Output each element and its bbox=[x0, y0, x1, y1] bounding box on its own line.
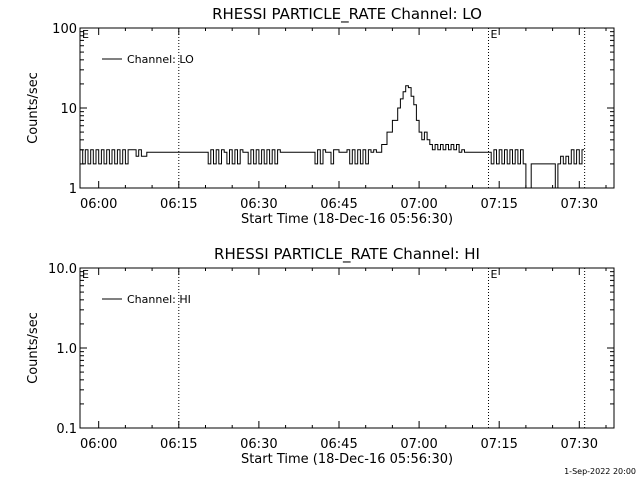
event-marker-label: E bbox=[491, 268, 498, 281]
y-tick-label: 10 bbox=[60, 102, 77, 117]
x-tick-label: 07:30 bbox=[561, 437, 598, 452]
event-marker-label: E bbox=[82, 268, 89, 281]
x-axis-label: Start Time (18-Dec-16 05:56:30) bbox=[241, 212, 453, 227]
x-tick-label: 06:30 bbox=[240, 197, 277, 212]
chart-title-lo: RHESSI PARTICLE_RATE Channel: LO bbox=[212, 5, 482, 24]
y-tick-label: 100 bbox=[52, 22, 77, 37]
event-marker-label: E bbox=[82, 28, 89, 41]
y-tick-label: 1.0 bbox=[56, 342, 77, 357]
event-marker-label: E bbox=[491, 28, 498, 41]
chart-title-hi: RHESSI PARTICLE_RATE Channel: HI bbox=[214, 245, 480, 264]
x-tick-label: 07:30 bbox=[561, 197, 598, 212]
x-tick-label: 06:00 bbox=[80, 437, 117, 452]
x-tick-label: 06:15 bbox=[160, 437, 197, 452]
legend-label: Channel: HI bbox=[127, 293, 191, 306]
y-tick-label: 10.0 bbox=[48, 262, 77, 277]
y-axis-label: Counts/sec bbox=[26, 312, 41, 384]
x-tick-label: 06:45 bbox=[320, 437, 357, 452]
legend-label: Channel: LO bbox=[127, 53, 194, 66]
y-tick-label: 1 bbox=[69, 182, 77, 197]
y-tick-label: 0.1 bbox=[56, 422, 77, 437]
series-line bbox=[80, 85, 584, 189]
x-tick-label: 07:15 bbox=[480, 437, 517, 452]
x-tick-label: 07:00 bbox=[400, 437, 437, 452]
y-axis-label: Counts/sec bbox=[26, 72, 41, 144]
x-tick-label: 06:45 bbox=[320, 197, 357, 212]
x-tick-label: 07:15 bbox=[480, 197, 517, 212]
x-tick-label: 06:15 bbox=[160, 197, 197, 212]
footer-timestamp: 1-Sep-2022 20:00 bbox=[564, 467, 636, 476]
x-axis-label: Start Time (18-Dec-16 05:56:30) bbox=[241, 452, 453, 467]
x-tick-label: 07:00 bbox=[400, 197, 437, 212]
plot-frame-hi bbox=[79, 267, 615, 429]
x-tick-label: 06:30 bbox=[240, 437, 277, 452]
x-tick-label: 06:00 bbox=[80, 197, 117, 212]
